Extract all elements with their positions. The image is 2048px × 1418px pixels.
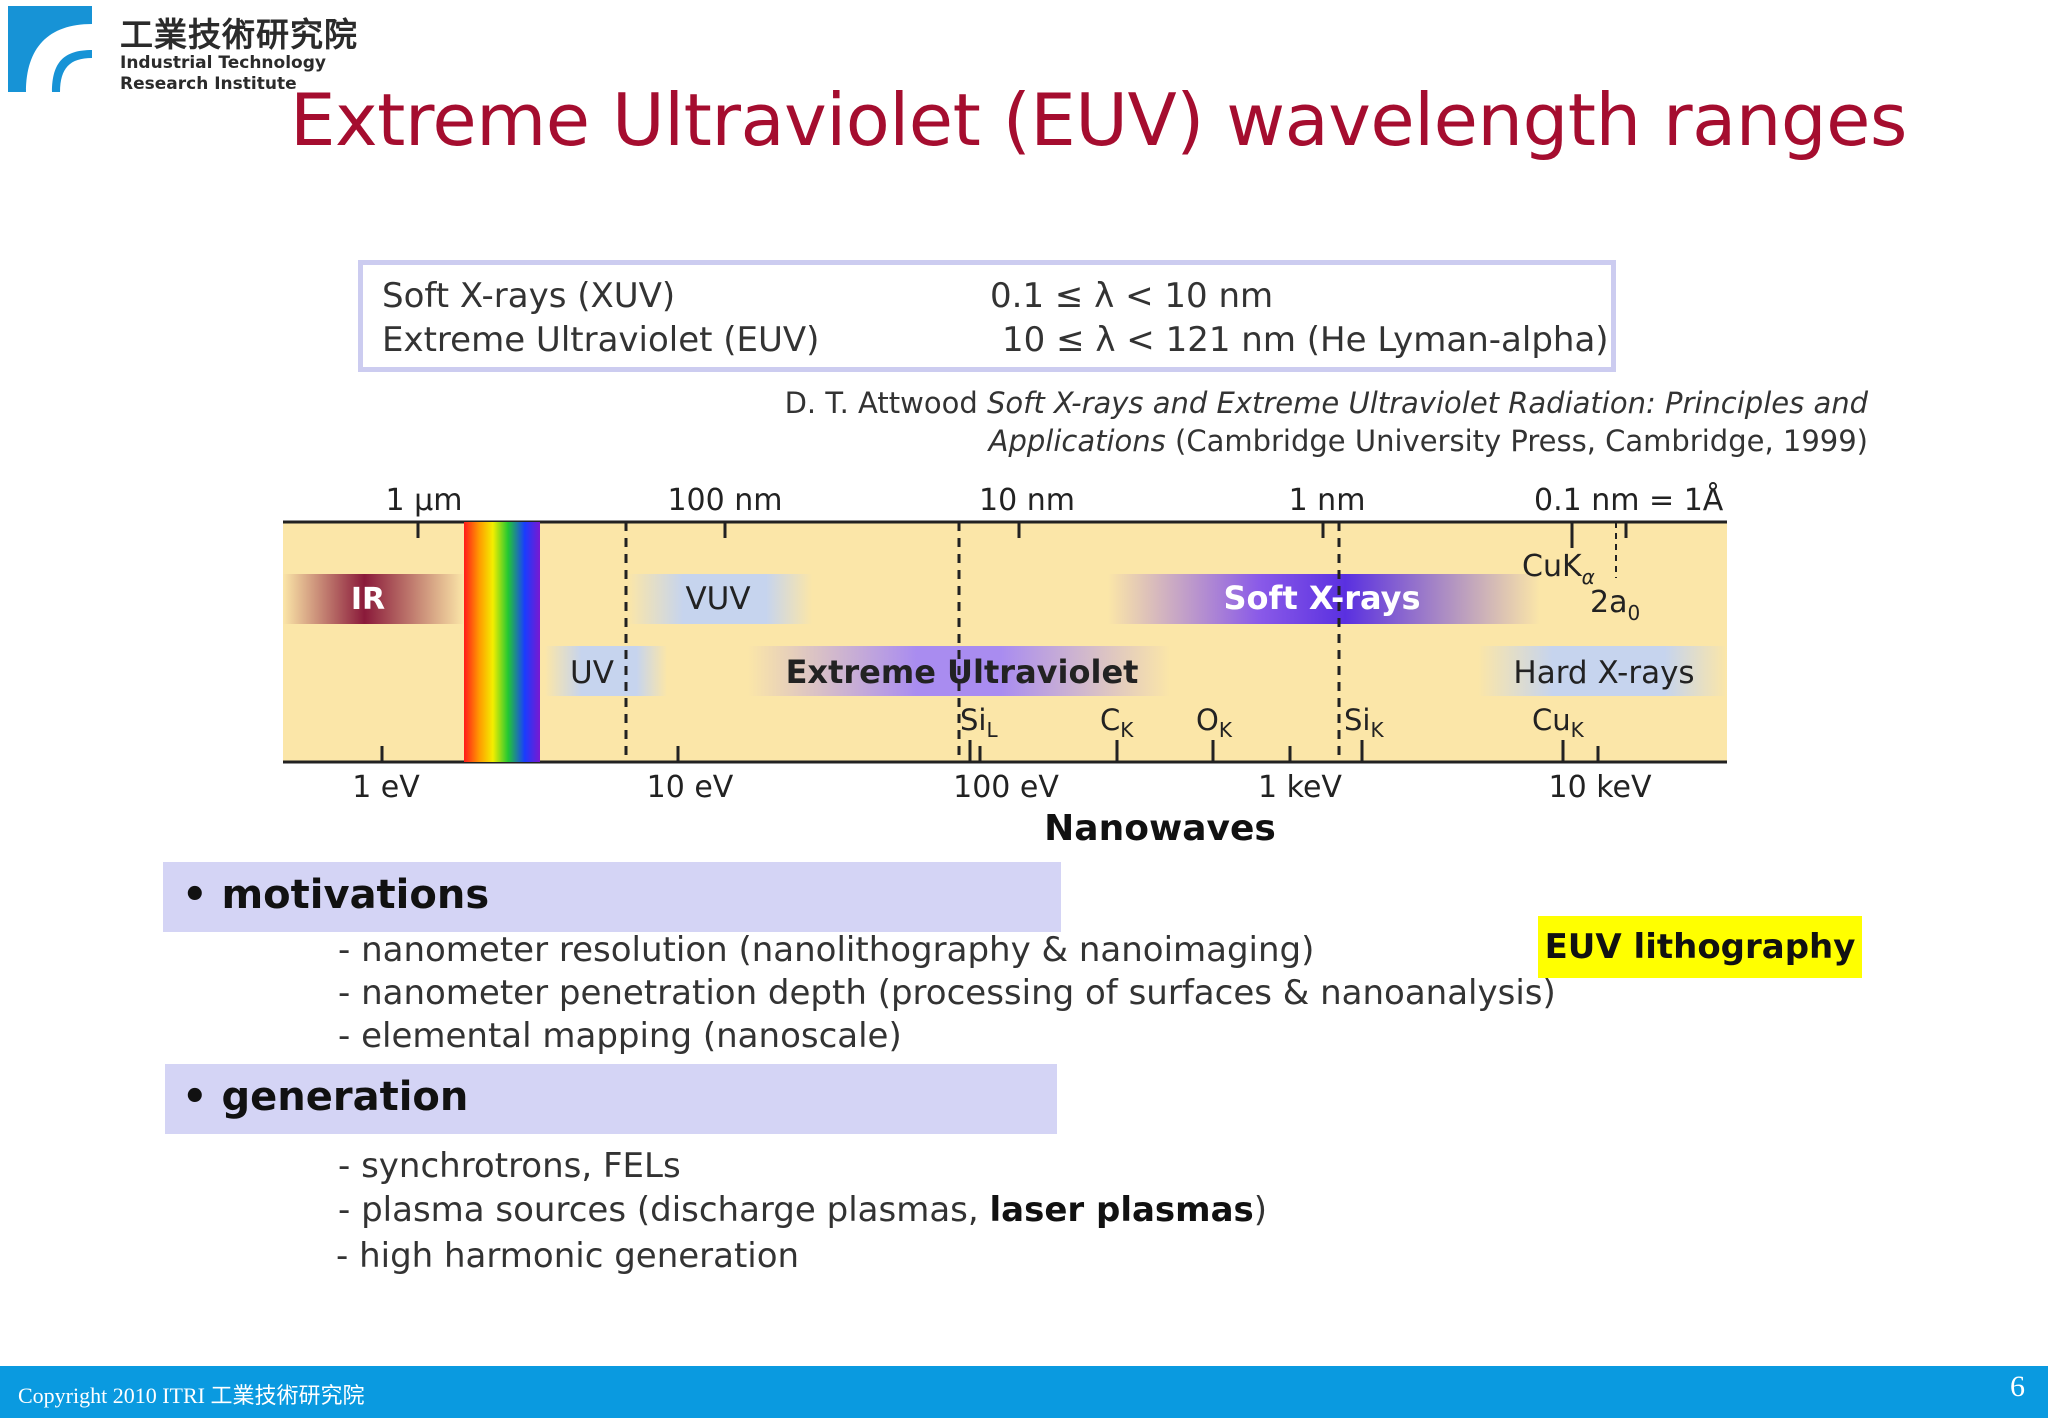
edge-markers — [968, 740, 1565, 762]
nanowaves-caption: Nanowaves — [1044, 808, 1276, 849]
footer-bar — [0, 1366, 2048, 1418]
uv-band — [545, 646, 667, 696]
reference-line2: Applications (Cambridge University Press… — [989, 424, 1868, 458]
spectrum-diagram: 1 μm 100 nm 10 nm 1 nm 0.1 nm = 1Å IR VU… — [283, 482, 1727, 849]
wavelength-label-10nm: 10 nm — [979, 483, 1075, 518]
wavelength-label-1um: 1 μm — [386, 483, 463, 518]
uv-label: UV — [570, 655, 614, 691]
soft-xrays-label: Soft X-rays — [1223, 579, 1420, 617]
energy-label-1ev: 1 eV — [352, 770, 420, 805]
energy-label-1kev: 1 keV — [1258, 770, 1342, 805]
wavelength-ticks — [416, 522, 1628, 548]
cuka-label: CuKα — [1522, 549, 1595, 589]
euv-lithography-highlight: EUV lithography — [1538, 916, 1862, 978]
generation-heading-band — [165, 1064, 1057, 1134]
si-k-edge-label: SiK — [1344, 703, 1384, 742]
definition-name-euv: Extreme Ultraviolet (EUV) — [382, 320, 820, 360]
euv-label: Extreme Ultraviolet — [786, 653, 1139, 691]
logo-chinese-name: 工業技術研究院 — [120, 15, 358, 54]
generation-heading: • generation — [182, 1074, 469, 1120]
vuv-label: VUV — [685, 581, 750, 617]
wavelength-label-100nm: 100 nm — [667, 483, 782, 518]
reference-title-line2: Applications — [988, 424, 1166, 458]
soft-xrays-band — [1108, 574, 1540, 624]
motivation-item-3: - elemental mapping (nanoscale) — [338, 1016, 902, 1056]
energy-label-10ev: 10 eV — [647, 770, 734, 805]
reference-author: D. T. Attwood — [784, 386, 978, 420]
cu-k-edge-label: CuK — [1532, 703, 1585, 742]
wavelength-label-1nm: 1 nm — [1289, 483, 1366, 518]
definition-range-xuv: 0.1 ≤ λ < 10 nm — [990, 276, 1274, 316]
motivation-item-1: - nanometer resolution (nanolithography … — [338, 930, 1315, 970]
wavelength-label-angstrom: 0.1 nm = 1Å — [1534, 482, 1724, 518]
motivations-heading-band — [163, 862, 1061, 932]
logo-english-line2: Research Institute — [120, 74, 297, 94]
generation-item-3: - high harmonic generation — [336, 1236, 800, 1276]
logo-english-line1: Industrial Technology — [120, 53, 326, 73]
c-k-edge-label: CK — [1100, 703, 1134, 742]
vuv-band — [628, 574, 812, 624]
hard-xrays-label: Hard X-rays — [1513, 655, 1694, 691]
generation-item-1: - synchrotrons, FELs — [338, 1146, 681, 1186]
generation-item-2: - plasma sources (discharge plasmas, las… — [338, 1190, 1268, 1230]
si-l-edge-label: SiL — [960, 703, 998, 742]
reference-title-line1: Soft X-rays and Extreme Ultraviolet Radi… — [986, 386, 1868, 420]
reference-line1: D. T. Attwood Soft X-rays and Extreme Ul… — [785, 386, 1868, 420]
definition-range-euv: 10 ≤ λ < 121 nm (He Lyman-alpha) — [1002, 320, 1609, 360]
energy-ticks — [380, 746, 1600, 762]
reference-publisher: (Cambridge University Press, Cambridge, … — [1175, 424, 1868, 458]
visible-light-band — [464, 522, 540, 762]
ir-label: IR — [351, 582, 385, 617]
itri-logo-icon — [8, 6, 92, 92]
energy-label-100ev: 100 eV — [953, 770, 1059, 805]
ir-band — [283, 574, 464, 624]
definition-box — [358, 260, 1616, 372]
o-k-edge-label: OK — [1196, 703, 1233, 742]
hard-xrays-band — [1478, 646, 1727, 696]
page-number: 6 — [2010, 1370, 2025, 1403]
energy-label-10kev: 10 keV — [1549, 770, 1652, 805]
footer-copyright: Copyright 2010 ITRI 工業技術研究院 — [18, 1383, 365, 1408]
motivation-item-2: - nanometer penetration depth (processin… — [338, 973, 1556, 1013]
motivations-heading: • motivations — [182, 872, 490, 918]
definition-name-xuv: Soft X-rays (XUV) — [382, 276, 676, 316]
two-a0-label: 2a0 — [1590, 585, 1640, 625]
slide-title: Extreme Ultraviolet (EUV) wavelength ran… — [290, 78, 1907, 162]
